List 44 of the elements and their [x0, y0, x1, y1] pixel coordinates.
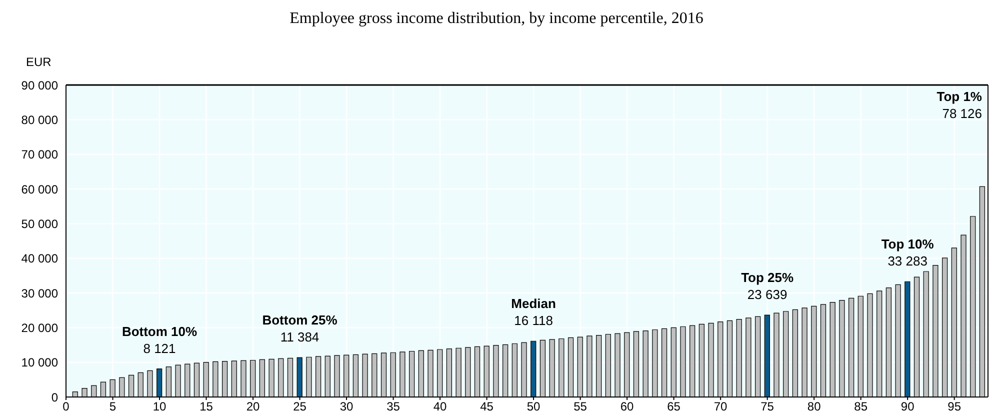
x-tick-label: 80 — [807, 400, 822, 414]
x-tick-label: 20 — [246, 400, 260, 414]
x-tick-label: 75 — [760, 400, 774, 414]
chart-title: Employee gross income distribution, by income percentile, 2016 — [288, 10, 704, 28]
annotation: Median — [511, 296, 556, 312]
x-tick-label: 65 — [667, 400, 681, 414]
x-tick-label: 10 — [152, 400, 167, 414]
y-tick-label: 60 000 — [21, 182, 58, 196]
x-tick-label: 70 — [714, 400, 728, 414]
x-tick-label: 45 — [480, 400, 494, 414]
data-label: 23 639 — [747, 287, 788, 302]
annotation: Bottom 10% — [122, 324, 198, 339]
y-axis-title: EUR — [26, 55, 52, 69]
y-tick-label: 0 — [51, 390, 58, 404]
x-tick-label: 50 — [526, 400, 541, 414]
y-tick-label: 40 000 — [21, 252, 58, 266]
x-tick-label: 95 — [948, 400, 962, 414]
y-tick-label: 70 000 — [21, 148, 58, 162]
data-label: 8 121 — [143, 340, 176, 356]
y-tick-label: 80 000 — [21, 112, 58, 127]
y-tick-label: 10 000 — [21, 356, 58, 370]
x-tick-label: 40 — [433, 400, 448, 414]
y-tick-label: 20 000 — [21, 320, 58, 335]
annotation: Top 25% — [741, 270, 794, 286]
x-tick-label: 55 — [574, 400, 588, 414]
x-tick-label: 5 — [109, 400, 116, 414]
y-tick-label: 30 000 — [21, 286, 58, 300]
annotation: Top 1% — [936, 89, 982, 104]
x-tick-label: 0 — [62, 400, 70, 414]
x-tick-label: 90 — [900, 400, 915, 414]
data-label: 11 384 — [280, 330, 320, 345]
x-tick-label: 25 — [293, 400, 307, 414]
data-label: 33 283 — [888, 254, 928, 269]
y-tick-label: 90 000 — [21, 78, 58, 92]
x-tick-label: 85 — [854, 400, 868, 414]
y-tick-label: 50 000 — [21, 216, 58, 231]
x-tick-label: 60 — [620, 400, 634, 414]
annotation: Bottom 25% — [262, 312, 338, 328]
annotation: Top 10% — [881, 236, 934, 252]
x-tick-label: 15 — [200, 400, 214, 414]
data-label: 16 118 — [514, 313, 553, 328]
x-tick-label: 30 — [340, 400, 354, 414]
x-tick-label: 35 — [386, 400, 400, 414]
annotation: 78 126 — [942, 106, 982, 121]
